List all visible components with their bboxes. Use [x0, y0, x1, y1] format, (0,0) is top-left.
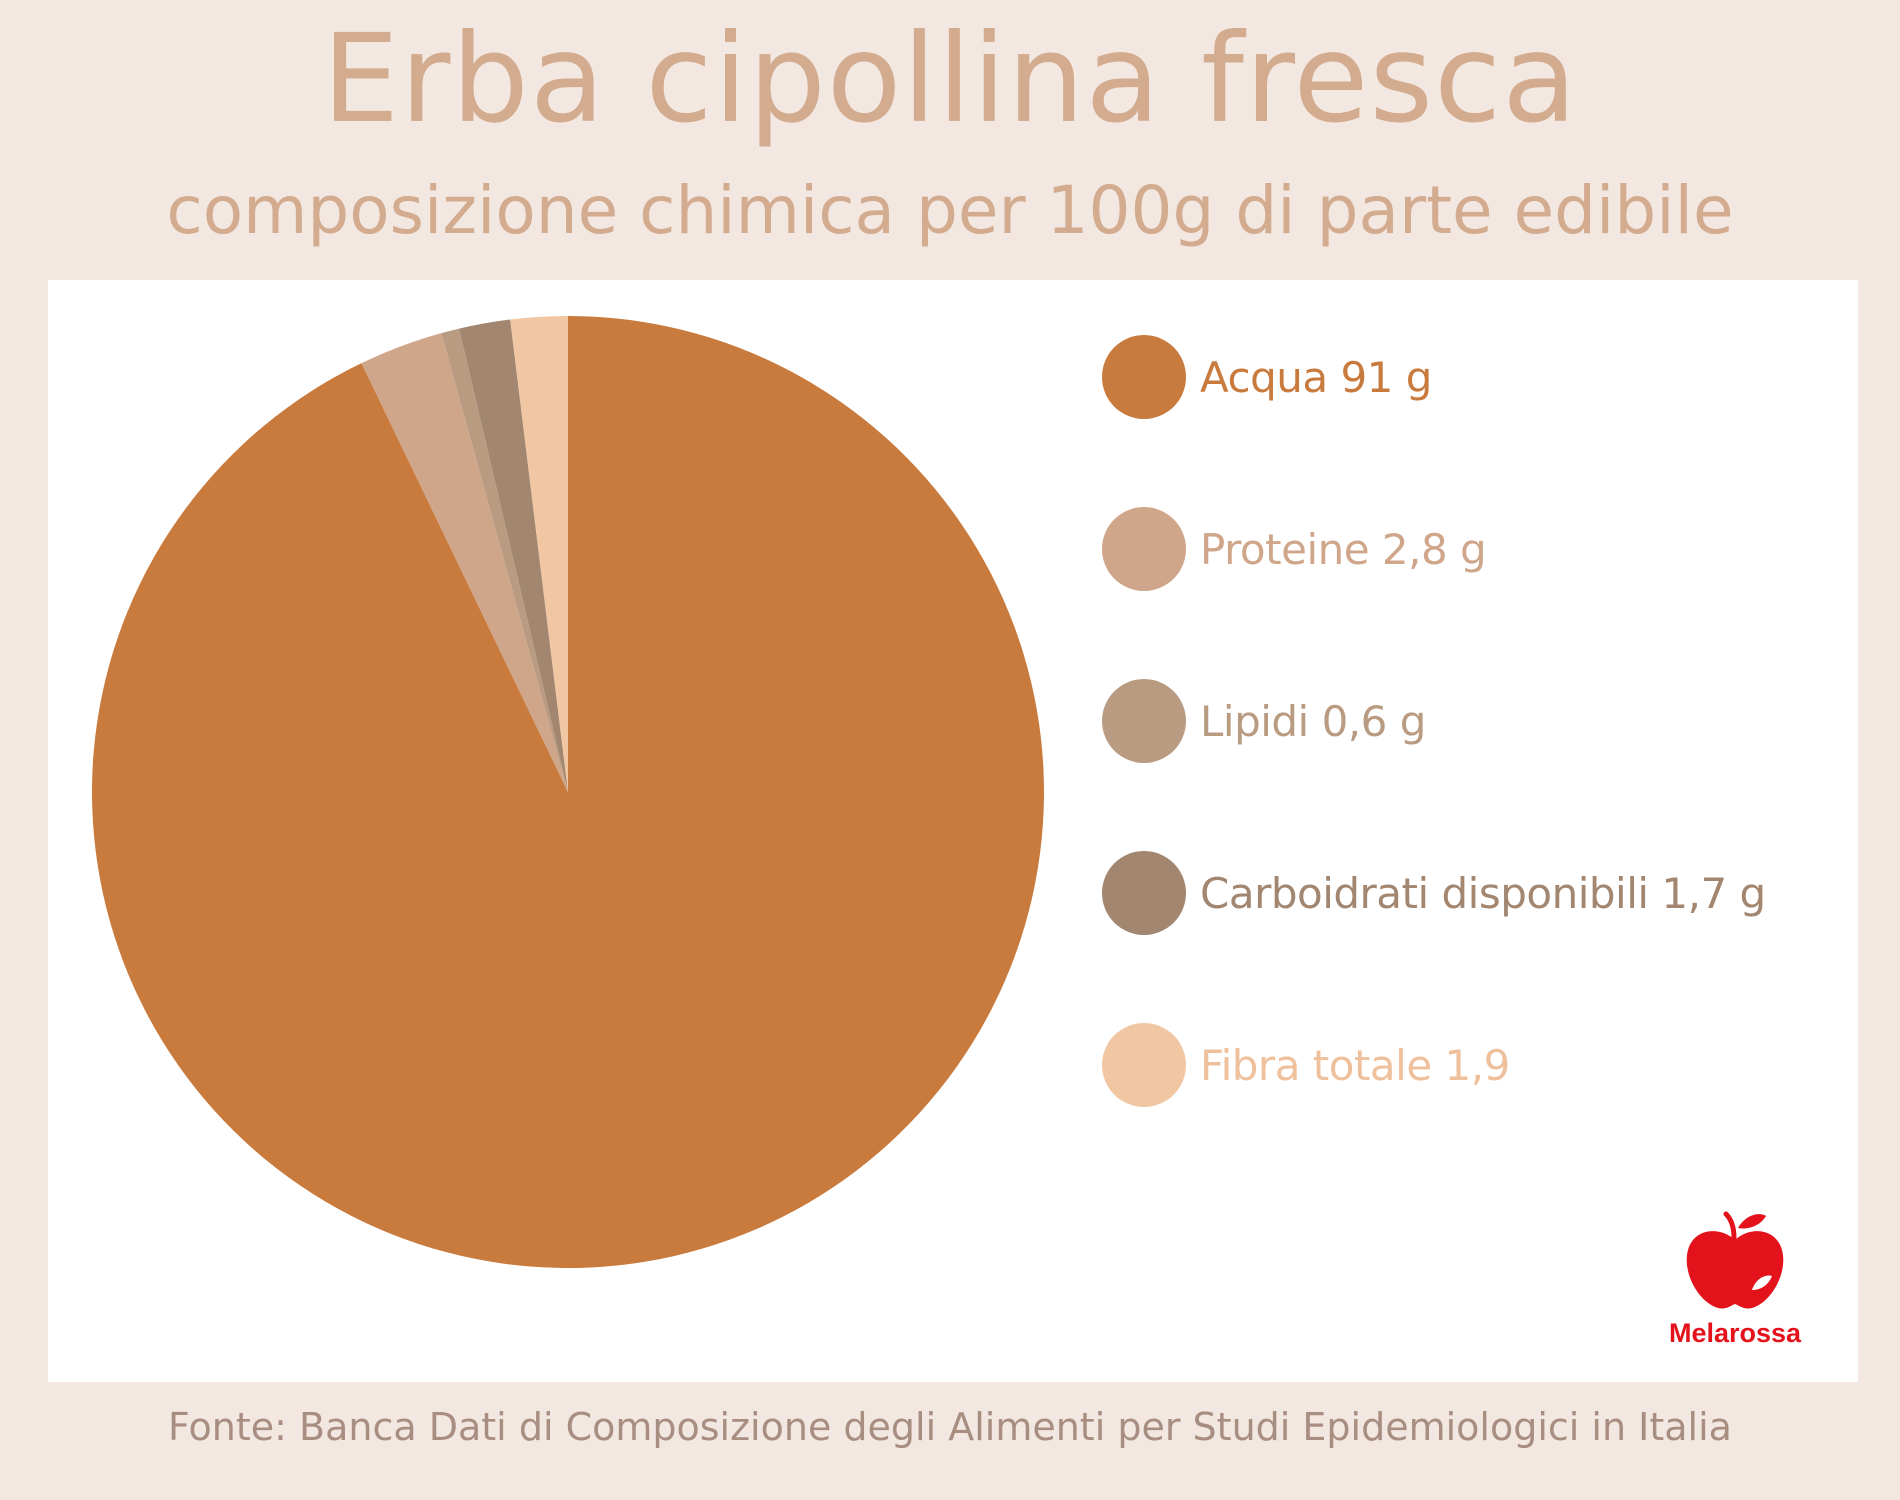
- pie-slice-carboidrati-disponibili: [459, 319, 568, 792]
- legend-item: Lipidi 0,6 g: [1102, 678, 1802, 764]
- apple-icon: [1686, 1211, 1784, 1309]
- legend-label: Fibra totale 1,9: [1200, 1040, 1510, 1090]
- legend-swatch: [1102, 335, 1186, 419]
- legend-swatch: [1102, 851, 1186, 935]
- legend-swatch: [1102, 679, 1186, 763]
- pie-chart: [91, 316, 1044, 1268]
- chart-title: Erba cipollina fresca: [322, 8, 1578, 150]
- legend-item: Fibra totale 1,9: [1102, 1022, 1802, 1108]
- legend-label: Acqua 91 g: [1200, 352, 1432, 402]
- melarossa-logo: Melarossa: [1660, 1198, 1810, 1358]
- legend-swatch: [1102, 1023, 1186, 1107]
- pie-slice-lipidi: [441, 328, 568, 792]
- chart-subtitle: composizione chimica per 100g di parte e…: [166, 172, 1734, 249]
- legend-item: Acqua 91 g: [1102, 334, 1802, 420]
- legend-label: Proteine 2,8 g: [1200, 524, 1487, 574]
- legend-label: Carboidrati disponibili 1,7 g: [1200, 868, 1766, 918]
- pie-slice-fibra-totale: [510, 316, 568, 792]
- pie-slice-proteine: [361, 333, 568, 792]
- source-note: Fonte: Banca Dati di Composizione degli …: [168, 1405, 1732, 1449]
- legend-item: Proteine 2,8 g: [1102, 506, 1802, 592]
- logo-text: Melarossa: [1668, 1318, 1802, 1348]
- legend-item: Carboidrati disponibili 1,7 g: [1102, 850, 1802, 936]
- legend-label: Lipidi 0,6 g: [1200, 696, 1426, 746]
- legend-swatch: [1102, 507, 1186, 591]
- chart-panel: Acqua 91 g Proteine 2,8 g Lipidi 0,6 g Carb…: [48, 280, 1858, 1382]
